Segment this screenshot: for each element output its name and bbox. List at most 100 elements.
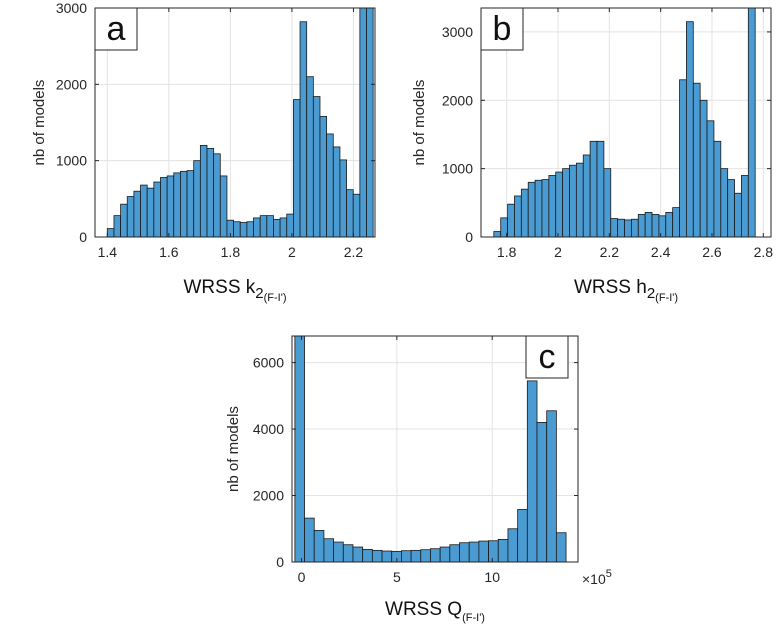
panel-c: 0 5 10 0 2000 4000 6000 nb of models WRSS Q(F-I'…	[225, 335, 612, 624]
panel-a-bar	[140, 184, 148, 237]
panel-c-bar	[294, 336, 305, 562]
panel-c-axes-frame	[291, 335, 579, 563]
panel-c-bar	[536, 422, 548, 562]
panel-b-bar	[727, 179, 735, 237]
panel-c-bar	[526, 380, 538, 562]
panel-c-bar	[401, 550, 412, 562]
panel-a-xtick-label: 1.6	[159, 244, 179, 260]
panel-b-ylabel: nb of models	[411, 80, 428, 166]
panel-b-xtick-label: 2.2	[600, 244, 620, 260]
panel-a-bar	[266, 215, 274, 237]
panel-a-xtick-label: 1.4	[98, 244, 118, 260]
panel-c-bar	[342, 544, 354, 562]
panel-a-xlabel: WRSS k2(F-I')	[184, 277, 287, 304]
panel-a-bar	[279, 217, 288, 237]
panel-b-ytick-label: 3000	[442, 24, 473, 40]
panel-b-bar	[507, 203, 515, 237]
panel-c-xtick-label: 5	[393, 569, 401, 585]
panel-b-bar	[747, 8, 756, 237]
panel-b-bar	[624, 219, 632, 237]
panel-a: 1.4 1.6 1.8 2 2.2 0 1000 2000 3000 nb of models WR…	[31, 0, 376, 304]
panel-c-bar	[420, 549, 431, 562]
panel-b-xtick-label: 2.4	[651, 244, 671, 260]
panel-a-letter: a	[107, 10, 126, 48]
panel-a-bar	[352, 193, 361, 237]
panel-c-x-multiplier: ×105	[582, 568, 612, 587]
panel-b-bar	[589, 140, 598, 237]
panel-b-ytick-label: 2000	[442, 92, 473, 108]
panel-c-ytick-label: 6000	[253, 355, 284, 371]
panel-c-bar	[497, 539, 509, 562]
panel-a-bar	[332, 146, 341, 237]
panel-b-xtick-label: 2.8	[754, 244, 774, 260]
panel-c-bar	[507, 528, 519, 562]
panel-c-bar	[323, 538, 335, 562]
panel-b-xlabel: WRSS h2(F-I')	[574, 277, 678, 304]
panel-a-bar	[106, 228, 115, 237]
panel-c-bar	[439, 546, 451, 562]
panel-a-bar	[153, 181, 161, 237]
panel-a-ytick-label: 1000	[56, 153, 87, 169]
panel-b-bar	[637, 214, 646, 237]
panel-b-bar	[603, 168, 612, 237]
panel-a-bar	[113, 215, 122, 237]
panel-b-xtick-label: 2	[554, 244, 562, 260]
panel-c-bars	[294, 336, 567, 562]
panel-a-bar	[173, 172, 181, 237]
panel-a-bar	[199, 144, 208, 237]
panel-c-bar	[478, 540, 489, 562]
panel-a-ytick-label: 0	[79, 229, 87, 245]
panel-a-xtick-label: 1.8	[221, 244, 241, 260]
panel-b-bar	[720, 168, 729, 237]
panel-b-bar	[534, 179, 543, 237]
panel-a-xtick-label: 2.2	[344, 244, 364, 260]
panel-c-bar	[371, 549, 383, 562]
panel-a-letter-box	[94, 7, 138, 51]
panel-c-bar	[333, 541, 344, 562]
panel-a-bar	[306, 76, 314, 237]
panel-a-bar	[312, 96, 321, 237]
panel-a-bar	[299, 21, 308, 237]
panel-c-bar	[546, 410, 557, 562]
panel-b-xtick-label: 1.8	[497, 244, 517, 260]
panel-b-bar	[514, 195, 522, 237]
panel-c-xtick-label: 10	[484, 569, 500, 585]
panel-b-bar	[692, 82, 701, 237]
panel-c-bar	[430, 548, 441, 562]
panel-b-letter: b	[493, 10, 512, 48]
panel-a-bar	[253, 217, 261, 237]
panel-c-bar	[449, 544, 460, 562]
panel-c-letter: c	[539, 338, 556, 376]
panel-b-bar	[610, 218, 619, 237]
panel-c-bar	[459, 542, 470, 562]
panel-b-bar	[644, 211, 653, 237]
panel-b-bar	[520, 188, 529, 237]
panel-b-bar	[562, 168, 570, 237]
panel-b-bar	[555, 171, 564, 237]
panel-b-bar	[617, 218, 625, 237]
panel-a-bar	[239, 222, 248, 237]
panel-c-bar	[313, 530, 325, 562]
panel-c-bar	[555, 532, 567, 562]
panel-a-bar	[160, 177, 168, 237]
panel-b-bars	[493, 8, 756, 237]
panel-a-bar	[359, 8, 367, 237]
panel-a-bar	[366, 8, 374, 237]
panel-b-bar	[665, 211, 674, 237]
panel-b-bar	[686, 21, 694, 237]
panel-a-bar	[133, 190, 141, 237]
panel-c-bar	[468, 541, 480, 562]
panel-b-bar	[582, 154, 591, 237]
panel-c-bar	[362, 548, 373, 562]
panel-a-bars	[106, 8, 374, 237]
panel-a-bar	[346, 189, 354, 237]
panel-c-bar	[410, 549, 422, 562]
panel-a-ytick-label: 3000	[56, 0, 87, 16]
panel-c-ytick-label: 4000	[253, 421, 284, 437]
panel-b: 1.8 2 2.2 2.4 2.6 2.8 0 1000 2000 3000 nb of model…	[411, 7, 774, 304]
panel-a-bar	[186, 170, 195, 237]
panel-a-bar	[219, 175, 228, 237]
panel-c-bar	[517, 509, 528, 562]
panel-b-bar	[672, 207, 680, 237]
